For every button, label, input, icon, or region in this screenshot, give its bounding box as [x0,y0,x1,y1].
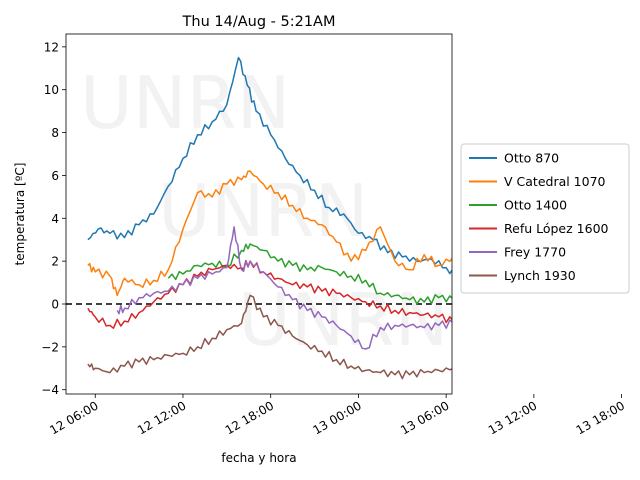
watermark-text: UNRN [80,61,290,145]
x-tick-label: 12 12:00 [135,398,188,437]
y-tick-label: −4 [41,383,59,397]
y-tick-label: 6 [51,169,59,183]
y-tick-label: −2 [41,340,59,354]
x-tick-label: 13 18:00 [574,398,627,437]
x-axis-ticks: 12 06:00 12 12:00 12 18:00 13 00:00 13 06:00… [47,394,627,437]
legend-label: Otto 1400 [504,198,567,213]
series-line-otto-870 [87,56,452,275]
legend-label: Otto 870 [504,151,559,166]
y-tick-label: 0 [51,298,59,312]
y-tick-label: 4 [51,212,59,226]
y-tick-label: 10 [44,83,59,97]
series-line-otto-1400 [167,243,452,305]
y-tick-label: 12 [44,40,59,54]
y-axis-label: temperatura [ºC] [13,163,27,266]
x-tick-label: 13 06:00 [398,398,451,437]
legend: Otto 870 V Catedral 1070 Otto 1400 Refu Lóp… [460,143,630,294]
series-line-frey-1770 [116,226,452,350]
chart-title: Thu 14/Aug - 5:21AM [182,14,336,30]
watermark-text: UNRN [238,278,448,362]
series-line-v-catedral-1070 [87,170,452,297]
y-tick-label: 8 [51,126,59,140]
series-lines [87,56,452,380]
legend-label: Frey 1770 [504,245,566,260]
legend-label: Refu López 1600 [504,221,609,236]
x-axis-label: fecha y hora [221,451,296,465]
series-line-lynch-1930 [87,294,452,380]
legend-box [460,143,630,294]
x-tick-label: 13 00:00 [310,398,363,437]
legend-label: Lynch 1930 [504,268,576,283]
legend-label: V Catedral 1070 [504,174,606,189]
y-tick-label: 2 [51,255,59,269]
plot-frame [65,33,453,395]
x-tick-label: 12 18:00 [223,398,276,437]
x-tick-label: 12 06:00 [47,398,100,437]
x-tick-label: 13 12:00 [486,398,539,437]
y-axis-ticks: −4 −2 0 2 4 6 8 10 12 [41,40,66,397]
